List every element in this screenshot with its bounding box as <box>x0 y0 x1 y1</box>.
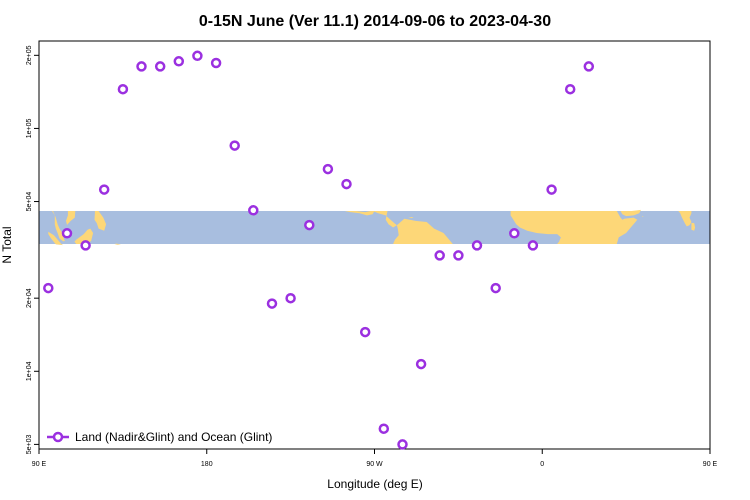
land-new-guinea-north <box>114 243 121 245</box>
map-band <box>39 209 710 246</box>
x-axis-label: Longitude (deg E) <box>327 477 422 491</box>
land-vietnam <box>66 211 76 225</box>
y-axis: 5e+03 1e+04 2e+04 5e+04 1e+05 2e+05 <box>26 45 39 454</box>
plot-frame <box>38 40 711 450</box>
data-point <box>285 292 296 304</box>
data-point <box>546 184 557 195</box>
land-south-america-north <box>393 218 453 244</box>
legend-marker <box>52 431 64 443</box>
data-point <box>229 140 240 151</box>
x-tick-label: 180 <box>201 461 213 468</box>
land-arabia-south <box>620 209 641 217</box>
x-axis: 90 E 180 90 W 0 90 E <box>32 449 718 468</box>
data-point <box>378 423 390 434</box>
data-point <box>173 56 185 67</box>
data-point <box>80 240 91 251</box>
y-tick-label: 1e+05 <box>26 118 33 138</box>
data-point <box>98 184 110 195</box>
data-point <box>583 61 595 72</box>
land-caribbean-islands <box>408 216 414 219</box>
data-point <box>322 163 334 175</box>
data-point <box>509 228 520 239</box>
y-tick-label: 5e+04 <box>26 192 33 212</box>
data-point <box>136 61 147 72</box>
data-point <box>304 219 315 231</box>
data-point <box>266 298 278 309</box>
x-tick-label: 90 W <box>366 461 383 468</box>
data-point <box>117 83 129 95</box>
chart-title: 0-15N June (Ver 11.1) 2014-09-06 to 2023… <box>199 13 551 30</box>
data-point <box>397 439 408 450</box>
y-tick-label: 2e+04 <box>26 288 33 308</box>
land-sumatra <box>48 231 64 246</box>
data-point <box>471 240 483 251</box>
land-philippines <box>94 211 107 231</box>
land-central-america <box>372 211 399 228</box>
x-tick-label: 0 <box>540 461 544 468</box>
data-point <box>61 228 73 239</box>
legend-label: Land (Nadir&Glint) and Ocean (Glint) <box>75 430 272 444</box>
land-masses <box>48 209 696 246</box>
data-point <box>192 50 203 62</box>
land-socotra <box>642 216 644 217</box>
y-axis-label: N Total <box>0 226 14 263</box>
land-sri-lanka <box>691 222 696 231</box>
legend: Land (Nadir&Glint) and Ocean (Glint) <box>47 430 272 444</box>
data-point <box>359 326 371 338</box>
land-borneo <box>74 228 94 244</box>
land-west-africa <box>510 211 638 244</box>
data-points <box>43 50 595 450</box>
x-tick-label: 90 E <box>32 461 47 468</box>
data-point <box>248 205 259 216</box>
data-point <box>415 358 427 370</box>
x-tick-label: 90 E <box>703 461 718 468</box>
data-point <box>490 282 501 294</box>
data-point <box>453 250 464 261</box>
data-point <box>564 83 576 95</box>
data-point <box>527 240 539 251</box>
data-point <box>210 57 222 69</box>
data-point <box>434 250 445 261</box>
y-tick-label: 5e+03 <box>26 434 33 454</box>
data-point <box>43 282 54 294</box>
data-point <box>154 61 166 72</box>
y-tick-label: 1e+04 <box>26 361 33 381</box>
land-india-south <box>678 211 692 227</box>
data-point <box>341 178 352 190</box>
land-mexico <box>344 211 375 216</box>
y-tick-label: 2e+05 <box>26 45 33 65</box>
